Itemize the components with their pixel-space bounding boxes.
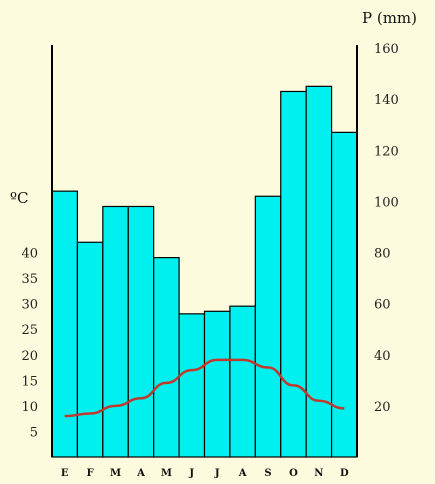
month-label: J [188,468,194,479]
precipitation-bar [203,310,231,458]
precipitation-bar [305,85,333,458]
temperature-tick-label: 5 [30,425,38,440]
precipitation-bar [51,190,79,458]
month-label: F [87,468,94,479]
month-label: M [110,468,121,479]
precipitation-tick-label: 20 [374,400,391,415]
month-label: S [264,468,271,479]
precipitation-bar [153,257,180,458]
temperature-tick-label: 25 [21,323,38,338]
temperature-tick-label: 35 [21,272,38,287]
precipitation-tick-label: 80 [374,247,391,262]
precipitation-axis-title: P (mm) [362,9,417,27]
temperature-axis-title: ºC [10,189,29,207]
month-label: M [161,468,172,479]
temperature-tick-label: 10 [21,400,38,415]
month-label: O [289,468,298,479]
month-label: N [314,468,323,479]
precipitation-tick-label: 160 [374,42,399,57]
precipitation-bar [127,205,155,458]
month-label: J [214,468,220,479]
precipitation-tick-labels: 20 40 60 80 100 120 140 160 [374,42,399,415]
month-label: A [136,468,145,479]
month-label: D [340,468,349,479]
temperature-line [64,358,345,418]
precipitation-bar [102,205,129,458]
temperature-tick-label: 40 [21,247,38,262]
precipitation-tick-label: 140 [374,93,399,108]
temperature-tick-label: 30 [21,298,38,313]
precipitation-bar [280,90,307,458]
precipitation-bar [254,195,282,458]
precipitation-tick-label: 100 [374,195,399,210]
month-label: A [238,468,247,479]
temperature-tick-labels: 5 10 15 20 25 30 35 40 [21,247,38,441]
precipitation-bar [229,305,256,458]
precipitation-bar [330,131,358,458]
temperature-tick-label: 15 [21,374,38,389]
precipitation-tick-label: 120 [374,144,399,159]
precipitation-bar [178,313,206,458]
month-label: E [61,468,69,479]
precipitation-bars [51,85,358,458]
precipitation-bar [76,241,104,458]
precipitation-tick-label: 60 [374,298,391,313]
temperature-tick-label: 20 [21,349,38,364]
precipitation-tick-label: 40 [374,349,391,364]
